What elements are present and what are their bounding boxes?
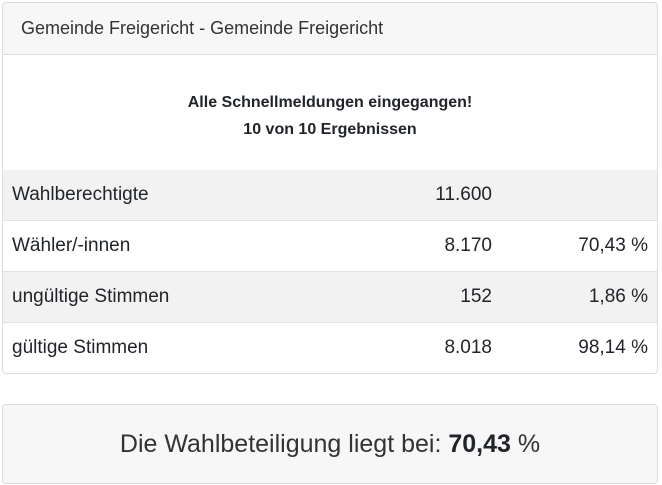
table-cell: 11.600 <box>332 170 492 220</box>
turnout-text: Die Wahlbeteiligung liegt bei: <box>119 430 442 458</box>
table-cell: 1,86 % <box>492 270 657 322</box>
table-row: Wähler/-innen 8.170 70,43 % <box>3 219 657 271</box>
turnout-box: Die Wahlbeteiligung liegt bei: 70,43 % <box>2 404 658 484</box>
table-row: gültige Stimmen 8.018 98,14 % <box>3 321 657 373</box>
table-cell: ungültige Stimmen <box>3 270 332 322</box>
status: Alle Schnellmeldungen eingegangen! 10 vo… <box>3 55 657 170</box>
results-card: Gemeinde Freigericht - Gemeinde Freigeri… <box>2 2 658 374</box>
table-cell: Wahlberechtigte <box>3 170 332 220</box>
table-row: ungültige Stimmen 152 1,86 % <box>3 270 657 322</box>
status-line: 10 von 10 Ergebnissen <box>243 121 417 138</box>
turnout-value: 70,43 <box>448 430 511 458</box>
table-cell: 8.170 <box>332 219 492 271</box>
table-cell: 70,43 % <box>492 219 657 271</box>
table-cell: Wähler/-innen <box>3 219 332 271</box>
turnout-unit: % <box>517 430 541 458</box>
results-table: Wahlberechtigte 11.600 Wähler/-innen 8.170 7… <box>3 170 657 373</box>
table-cell: gültige Stimmen <box>3 321 332 373</box>
table-cell: 98,14 % <box>492 321 657 373</box>
table-cell: 8.018 <box>332 321 492 373</box>
table-cell <box>492 170 657 220</box>
status-line: Alle Schnellmeldungen eingegangen! <box>187 94 473 111</box>
table-row: Wahlberechtigte 11.600 <box>3 170 657 220</box>
card-header: Gemeinde Freigericht - Gemeinde Freigeri… <box>3 3 657 55</box>
table-cell: 152 <box>332 270 492 322</box>
